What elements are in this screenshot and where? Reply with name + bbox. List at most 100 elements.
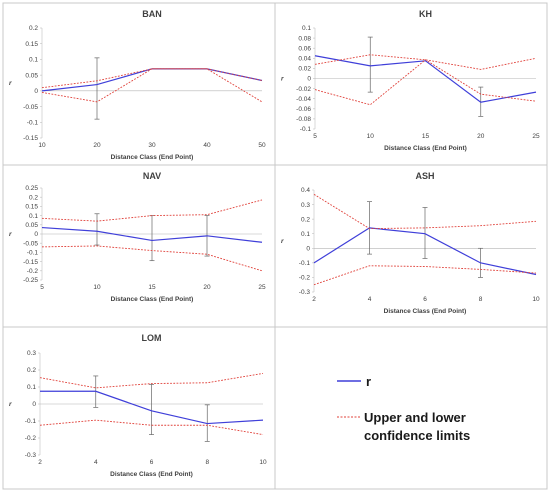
- chart-title: NAV: [143, 171, 161, 181]
- legend-panel: r Upper and lower confidence limits: [274, 326, 548, 490]
- y-tick-label: 0.04: [298, 56, 311, 63]
- x-tick-label: 8: [205, 459, 209, 466]
- x-axis-label: Distance Class (End Point): [111, 296, 194, 303]
- chart-title: LOM: [142, 333, 162, 343]
- x-tick-label: 10: [532, 296, 540, 303]
- x-tick-label: 5: [40, 284, 44, 291]
- series-line-r: [41, 226, 263, 243]
- x-tick-label: 15: [148, 284, 156, 291]
- x-tick-label: 2: [38, 459, 42, 466]
- y-tick-label: -0.2: [27, 268, 39, 275]
- y-tick-label: -0.1: [25, 418, 37, 425]
- x-tick-label: 30: [148, 142, 156, 149]
- y-tick-label: 0.1: [302, 25, 311, 32]
- x-axis-label: Distance Class (End Point): [111, 154, 194, 161]
- y-tick-label: 0.2: [29, 194, 38, 201]
- series-line-lower-limit: [41, 245, 263, 272]
- panel-border: [2, 164, 276, 328]
- x-tick-label: 6: [150, 459, 154, 466]
- x-tick-label: 5: [313, 133, 317, 140]
- y-axis-label: r: [9, 401, 12, 408]
- series-line-upper-limit: [41, 199, 263, 222]
- y-tick-label: -0.3: [25, 452, 37, 459]
- series-line-r: [313, 227, 537, 276]
- x-tick-label: 4: [368, 296, 372, 303]
- y-tick-label: 0.05: [25, 222, 38, 229]
- x-tick-label: 20: [203, 284, 211, 291]
- y-tick-label: -0.1: [300, 126, 312, 133]
- y-tick-label: -0.3: [299, 289, 311, 296]
- chart-panel-ash: ASH 0.4 0.3 0.2 0.1 0 -0.1 -0.2 -0.32 4 6 8 10 Distan…: [274, 164, 548, 328]
- series-line-upper-limit: [41, 68, 263, 89]
- y-tick-label: -0.06: [296, 106, 311, 113]
- y-tick-label: -0.15: [23, 135, 38, 142]
- x-tick-label: 10: [367, 133, 375, 140]
- y-tick-label: 0.08: [298, 35, 311, 42]
- y-tick-label: 0.05: [25, 72, 38, 79]
- series-line-lower-limit: [313, 265, 537, 286]
- x-tick-label: 10: [259, 459, 267, 466]
- y-tick-label: -0.1: [27, 250, 39, 257]
- series-line-upper-limit: [39, 372, 264, 389]
- y-tick-label: 0: [34, 231, 38, 238]
- x-tick-label: 25: [532, 133, 540, 140]
- legend-label-r: r: [366, 374, 371, 389]
- y-tick-label: 0.15: [25, 204, 38, 211]
- y-tick-label: 0.1: [29, 57, 38, 64]
- panel-border: [274, 2, 548, 166]
- y-tick-label: 0: [32, 401, 36, 408]
- y-tick-label: 0.3: [27, 350, 36, 357]
- y-tick-label: -0.05: [23, 104, 38, 111]
- series-line-lower-limit: [41, 68, 263, 103]
- x-axis-label: Distance Class (End Point): [384, 308, 467, 315]
- x-tick-label: 25: [258, 284, 266, 291]
- chart-panel-nav: NAV 0.25 0.2 0.15 0.1 0.05 0 -0.05 -0.1 -0.15 -0.2…: [2, 164, 276, 328]
- series-line-r: [314, 55, 537, 103]
- y-tick-label: -0.04: [296, 96, 311, 103]
- y-tick-label: 0: [307, 76, 311, 83]
- y-tick-label: 0.25: [25, 185, 38, 192]
- x-axis-label: Distance Class (End Point): [110, 471, 193, 478]
- chart-panel-kh: KH 0.1 0.08 0.06 0.04 0.02 0 -0.02 -0.04 -0.06 -0.…: [274, 2, 548, 166]
- series-line-upper-limit: [314, 54, 537, 70]
- x-tick-label: 10: [38, 142, 46, 149]
- y-tick-label: -0.2: [299, 275, 311, 282]
- y-tick-label: 0.2: [29, 25, 38, 32]
- y-tick-label: 0.1: [29, 213, 38, 220]
- x-tick-label: 50: [258, 142, 266, 149]
- y-tick-label: -0.2: [25, 435, 37, 442]
- series-line-lower-limit: [314, 59, 537, 106]
- legend-border: [274, 326, 548, 490]
- y-tick-label: 0.2: [27, 367, 36, 374]
- x-tick-label: 15: [422, 133, 430, 140]
- chart-panel-lom: LOM 0.3 0.2 0.1 0 -0.1 -0.2 -0.32 4 6 8 10 Distance …: [2, 326, 276, 490]
- series-line-r: [40, 390, 264, 425]
- y-tick-label: -0.1: [27, 119, 39, 126]
- panel-border: [2, 326, 276, 490]
- y-tick-label: 0.3: [301, 202, 310, 209]
- y-tick-label: -0.1: [299, 260, 311, 267]
- panel-border: [274, 164, 548, 328]
- y-axis-label: r: [281, 76, 284, 83]
- legend-label-limits-line1: Upper and lower: [364, 410, 466, 425]
- series-line-lower-limit: [39, 419, 264, 436]
- x-tick-label: 20: [93, 142, 101, 149]
- chart-title: BAN: [142, 9, 162, 19]
- y-tick-label: 0: [306, 245, 310, 252]
- y-tick-label: 0.02: [298, 66, 311, 73]
- legend-label-limits-line2: confidence limits: [364, 428, 470, 443]
- y-tick-label: 0.2: [301, 216, 310, 223]
- x-tick-label: 4: [94, 459, 98, 466]
- y-tick-label: 0: [34, 88, 38, 95]
- x-tick-label: 8: [479, 296, 483, 303]
- x-axis-label: Distance Class (End Point): [384, 145, 467, 152]
- y-tick-label: -0.05: [23, 240, 38, 247]
- y-tick-label: -0.25: [23, 277, 38, 284]
- y-tick-label: -0.15: [23, 259, 38, 266]
- y-axis-label: r: [9, 231, 12, 238]
- x-tick-label: 10: [93, 284, 101, 291]
- chart-title: ASH: [415, 171, 434, 181]
- y-tick-label: 0.1: [27, 384, 36, 391]
